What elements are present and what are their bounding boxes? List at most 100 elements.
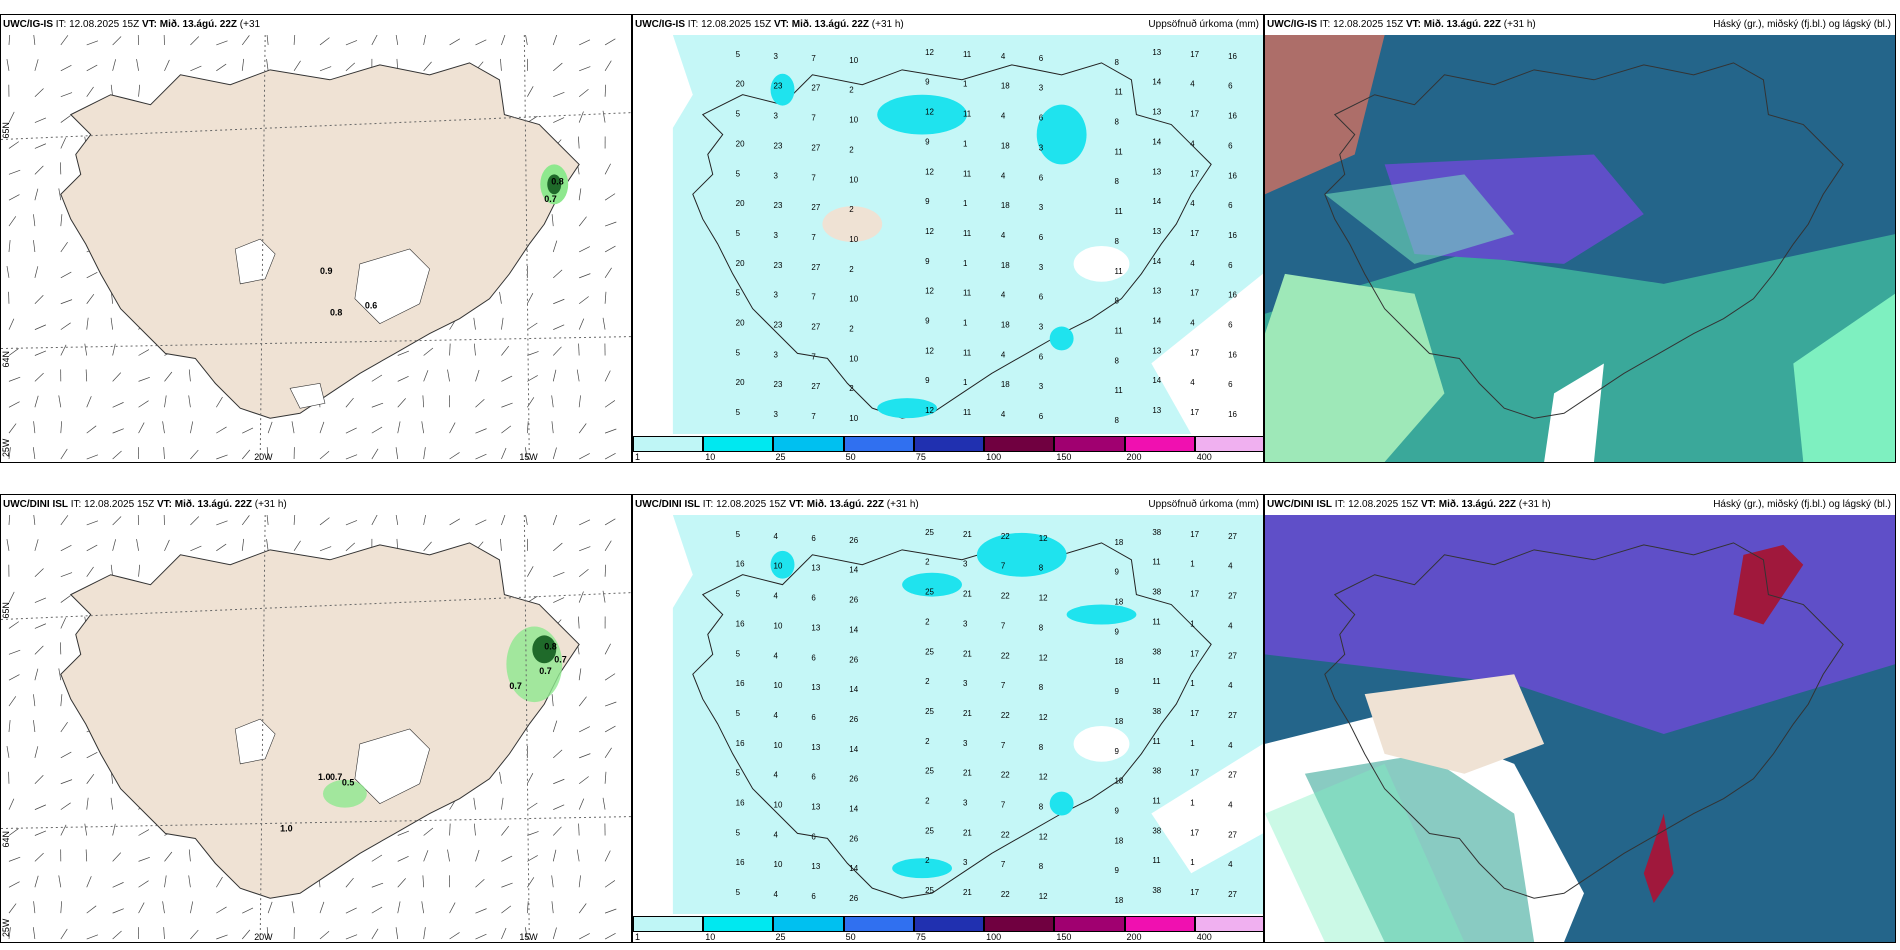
precip-value: 17 <box>1190 709 1199 718</box>
wind-barb <box>552 720 558 733</box>
precip-value: 21 <box>963 530 972 539</box>
wind-barb <box>604 84 607 97</box>
colorbar-tick: 25 <box>775 932 786 942</box>
precip-value: 9 <box>925 376 930 385</box>
wind-barb <box>60 515 69 526</box>
wind-barb <box>578 136 580 149</box>
precip-value: 14 <box>849 625 858 634</box>
wind-barb <box>579 726 591 733</box>
wind-barb <box>32 927 36 940</box>
precip-value: 27 <box>1228 592 1237 601</box>
precip-value: 25 <box>925 767 934 776</box>
wind-barb <box>578 188 582 201</box>
precip-value: 10 <box>774 621 783 630</box>
colorbar-swatch <box>1124 916 1195 932</box>
panel-header: UWC/IG-IS IT: 12.08.2025 15Z VT: Mið. 13… <box>1 15 631 35</box>
panel-wind-dini: UWC/DINI ISL IT: 12.08.2025 15Z VT: Mið.… <box>0 494 632 943</box>
wind-barb <box>33 214 36 227</box>
wind-barb <box>423 347 434 356</box>
wind-barb <box>395 927 399 940</box>
precip-value: 11 <box>1152 558 1161 567</box>
wind-barb <box>60 544 72 552</box>
wind-barb <box>604 880 616 888</box>
wind-barb <box>216 934 228 940</box>
wind-barb <box>604 267 612 279</box>
precip-value: 3 <box>774 291 779 300</box>
precip-value: 4 <box>774 830 779 839</box>
wind-barb <box>8 35 11 45</box>
precip-value: 13 <box>811 862 820 871</box>
precip-value: 27 <box>1228 651 1237 660</box>
wind-barb <box>190 901 194 914</box>
init-time: IT: 12.08.2025 15Z <box>1334 499 1419 510</box>
wind-barb <box>242 907 254 914</box>
wind-barb <box>112 36 122 46</box>
lead-time: (+31 h) <box>886 499 919 510</box>
wind-barb <box>553 778 565 785</box>
wind-barb <box>525 515 528 526</box>
wind-barb <box>8 141 19 149</box>
wind-barb <box>216 426 227 434</box>
precip-value: 10 <box>849 116 858 125</box>
precip-value: 11 <box>1114 147 1123 156</box>
wind-barb <box>578 111 584 123</box>
precip-value: 16 <box>1228 410 1237 419</box>
precip-value: 2 <box>849 145 854 154</box>
wind-barb <box>397 901 401 914</box>
wind-barb <box>397 398 406 408</box>
wind-barb <box>86 520 99 526</box>
precip-value: 22 <box>1001 771 1010 780</box>
wind-barb <box>578 318 585 330</box>
point-value: 1.0 <box>280 824 292 834</box>
precip-value: 3 <box>774 350 779 359</box>
wind-barb <box>60 721 68 733</box>
wind-barb <box>112 516 122 526</box>
wind-barb <box>86 86 94 97</box>
wind-barb <box>34 395 39 408</box>
precip-value: 18 <box>1114 717 1123 726</box>
wind-barb <box>291 901 295 914</box>
colorbar-swatch <box>773 916 844 932</box>
wind-barb <box>604 908 617 914</box>
wind-barb <box>267 901 273 914</box>
valid-time: VT: Mið. 13.ágú. 22Z <box>773 19 869 30</box>
wind-barb <box>475 398 485 408</box>
wind-barb <box>6 746 10 758</box>
precip-value: 4 <box>1190 199 1195 208</box>
wind-barb <box>8 856 21 862</box>
precip-value: 3 <box>1039 323 1044 332</box>
wind-barb <box>60 824 67 836</box>
precip-value: 23 <box>774 380 783 389</box>
wind-barb <box>266 515 269 525</box>
precip-value: 11 <box>1152 617 1161 626</box>
precip-value: 14 <box>1152 137 1161 146</box>
wind-barb <box>86 773 95 784</box>
wind-barb <box>553 571 565 578</box>
lon-label: 15W <box>519 932 538 942</box>
valid-time: VT: Mið. 13.ágú. 22Z <box>1420 499 1516 510</box>
precip-value: 13 <box>1152 227 1161 236</box>
point-value: 0.5 <box>342 778 354 788</box>
precip-value: 2 <box>849 325 854 334</box>
corner-label: 25W <box>1 918 11 937</box>
wind-barb <box>578 296 589 305</box>
colorbar-swatch <box>1124 436 1195 452</box>
precip-value: 5 <box>736 289 741 298</box>
wind-barb <box>319 66 332 72</box>
wind-barb <box>60 115 71 123</box>
precip-colorbar: 1 10 25 50 75 100 150 200 400 <box>633 914 1263 942</box>
precip-value: 2 <box>849 86 854 95</box>
wind-barb <box>576 369 580 382</box>
wind-barb <box>604 850 611 862</box>
wind-barb <box>578 875 581 888</box>
panel-header: UWC/DINI ISL IT: 12.08.2025 15Z VT: Mið.… <box>633 495 1263 515</box>
wind-barb <box>578 568 589 577</box>
precip-value: 4 <box>774 651 779 660</box>
precip-value: 12 <box>925 406 934 415</box>
wind-barb <box>449 902 456 914</box>
colorbar-tick: 400 <box>1196 452 1212 462</box>
valid-time: VT: Mið. 13.ágú. 22Z <box>156 499 252 510</box>
wind-barb <box>423 370 429 382</box>
wind-barb <box>190 65 202 72</box>
wind-barb <box>86 544 98 552</box>
